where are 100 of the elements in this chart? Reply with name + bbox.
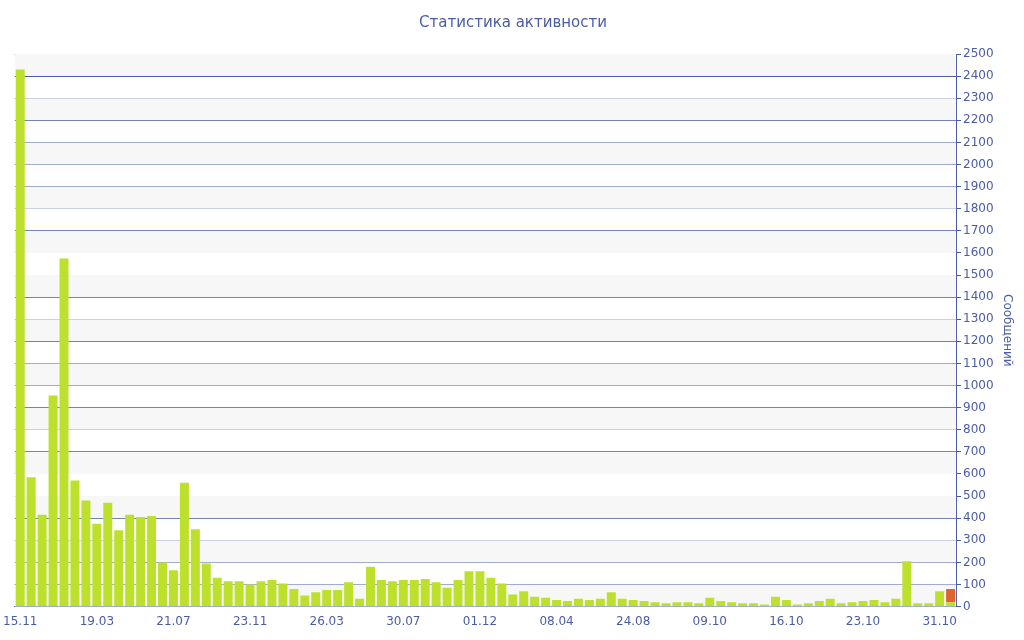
bar bbox=[147, 515, 157, 607]
x-tick-label: 08.04 bbox=[539, 613, 574, 628]
bar bbox=[201, 563, 211, 607]
bar bbox=[48, 395, 58, 607]
x-tick-label: 30.07 bbox=[386, 613, 421, 628]
bar bbox=[913, 603, 923, 607]
bar bbox=[333, 590, 343, 607]
bar bbox=[683, 602, 693, 607]
bar bbox=[475, 571, 485, 607]
bar bbox=[190, 529, 200, 607]
y-tick-label: 1300 bbox=[963, 311, 994, 326]
bar bbox=[92, 523, 102, 607]
y-tick-label: 2100 bbox=[963, 134, 994, 149]
bar bbox=[344, 582, 354, 607]
x-tick-label: 24.08 bbox=[615, 613, 651, 628]
bar bbox=[212, 577, 222, 607]
y-tick-label: 500 bbox=[963, 488, 986, 503]
x-tick-label: 31.10 bbox=[922, 613, 957, 628]
bar bbox=[935, 591, 945, 607]
y-tick-label: 1200 bbox=[963, 333, 994, 348]
y-tick-label: 200 bbox=[963, 554, 986, 569]
x-tick-label: 19.03 bbox=[79, 613, 115, 628]
bar bbox=[168, 570, 178, 607]
y-tick-label: 400 bbox=[963, 510, 986, 525]
bar bbox=[749, 603, 759, 607]
bar bbox=[836, 603, 846, 607]
bar bbox=[136, 517, 146, 607]
bar bbox=[563, 601, 572, 607]
bar bbox=[880, 602, 890, 607]
bar bbox=[541, 597, 551, 607]
y-tick-label: 600 bbox=[963, 466, 986, 481]
bar bbox=[387, 581, 397, 607]
bar bbox=[847, 602, 857, 607]
bar bbox=[891, 598, 901, 607]
x-tick-label: 26.03 bbox=[309, 613, 344, 628]
y-tick-label: 2400 bbox=[963, 68, 994, 83]
bar bbox=[486, 577, 496, 607]
bar bbox=[628, 599, 638, 607]
bar bbox=[289, 588, 299, 607]
bar bbox=[738, 603, 748, 607]
bar bbox=[311, 592, 321, 607]
bar bbox=[770, 596, 780, 607]
y-tick-label: 1100 bbox=[963, 355, 994, 370]
y-tick-label: 100 bbox=[963, 576, 986, 591]
bar bbox=[661, 603, 671, 607]
bar bbox=[508, 594, 518, 607]
bar bbox=[617, 598, 627, 607]
y-tick-label: 2300 bbox=[963, 90, 994, 105]
bar bbox=[125, 514, 135, 607]
x-tick-label: 16.10 bbox=[769, 613, 804, 628]
bar bbox=[606, 592, 616, 607]
bar bbox=[924, 603, 934, 607]
y-tick-label: 1600 bbox=[963, 245, 994, 260]
bar bbox=[103, 502, 113, 607]
bar bbox=[355, 598, 365, 607]
bar bbox=[705, 597, 715, 607]
x-tick-label: 15.11 bbox=[3, 613, 38, 628]
bar bbox=[497, 583, 507, 607]
bar bbox=[26, 477, 36, 607]
bar bbox=[573, 598, 583, 607]
y-tick-label: 1800 bbox=[963, 200, 994, 215]
y-axis-title: Сообщений bbox=[1000, 294, 1015, 367]
y-tick-label: 700 bbox=[963, 444, 986, 458]
bar bbox=[442, 587, 452, 607]
bar bbox=[453, 580, 463, 607]
bar bbox=[70, 480, 80, 607]
y-tick-label: 1400 bbox=[963, 289, 994, 304]
bar bbox=[398, 580, 408, 607]
x-tick-label: 23.10 bbox=[845, 613, 881, 628]
bar bbox=[37, 514, 47, 607]
bar bbox=[223, 581, 233, 607]
chart-title: Статистика активности bbox=[419, 12, 607, 31]
bar bbox=[946, 588, 956, 603]
y-tick-label: 900 bbox=[963, 399, 986, 414]
bar bbox=[584, 599, 594, 607]
y-tick-label: 2200 bbox=[963, 112, 994, 127]
bar bbox=[595, 598, 605, 607]
x-tick-label: 21.07 bbox=[156, 613, 191, 628]
bar bbox=[114, 530, 124, 607]
bar bbox=[179, 482, 189, 607]
bar bbox=[245, 584, 255, 607]
bar bbox=[639, 601, 649, 607]
y-tick-label: 1900 bbox=[963, 178, 994, 193]
bar bbox=[420, 578, 430, 607]
y-tick-label: 2000 bbox=[963, 156, 994, 171]
bar bbox=[781, 599, 791, 607]
y-tick-label: 2500 bbox=[963, 46, 994, 61]
bar bbox=[727, 602, 737, 607]
bar bbox=[803, 603, 813, 607]
bar bbox=[278, 583, 288, 607]
y-tick-label: 0 bbox=[963, 598, 971, 613]
bar bbox=[650, 602, 660, 607]
bar bbox=[530, 596, 540, 607]
bar bbox=[431, 582, 441, 607]
bar bbox=[694, 603, 704, 607]
y-tick-label: 1700 bbox=[963, 222, 994, 237]
bar bbox=[902, 561, 912, 607]
x-tick-label: 09.10 bbox=[692, 613, 727, 628]
x-tick-label: 23.11 bbox=[232, 613, 268, 628]
bar bbox=[234, 581, 244, 607]
